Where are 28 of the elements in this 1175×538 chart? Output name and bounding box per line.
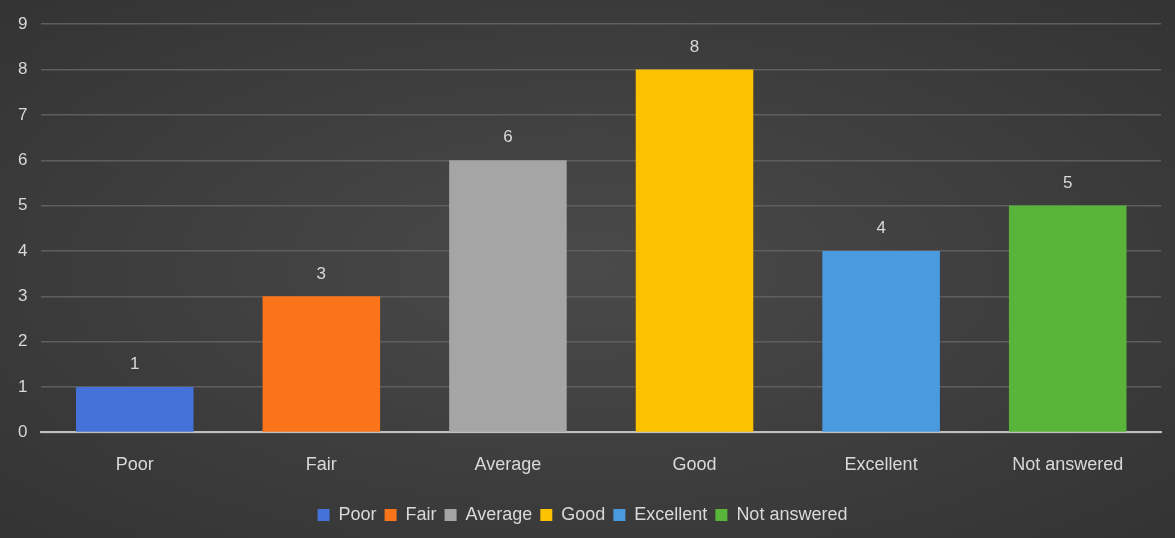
- data-label: 6: [503, 127, 513, 147]
- x-tick-label: Good: [672, 454, 717, 475]
- y-tick-label: 1: [17, 376, 28, 396]
- y-tick-label: 8: [17, 59, 28, 79]
- y-tick-label: 3: [17, 286, 28, 306]
- legend-label: Good: [561, 503, 606, 524]
- data-label: 5: [1062, 172, 1073, 192]
- x-tick-label: Fair: [305, 454, 337, 475]
- y-tick-label: 0: [17, 422, 28, 442]
- x-tick-label: Excellent: [844, 454, 918, 475]
- data-label: 8: [689, 36, 700, 56]
- y-tick-label: 5: [17, 195, 28, 215]
- y-tick-label: 6: [17, 149, 28, 169]
- x-tick-label: Average: [474, 454, 542, 475]
- legend-label: Fair: [405, 503, 437, 524]
- x-tick-label: Poor: [115, 454, 154, 475]
- y-tick-label: 4: [17, 240, 28, 260]
- y-tick-label: 9: [17, 13, 28, 33]
- legend-label: Excellent: [634, 503, 708, 524]
- y-tick-label: 7: [17, 104, 28, 124]
- y-tick-label: 2: [17, 331, 28, 351]
- x-tick-label: Not answered: [1012, 454, 1124, 475]
- legend-label: Average: [465, 503, 533, 524]
- legend-label: Poor: [338, 503, 377, 524]
- data-label: 3: [316, 263, 327, 283]
- data-label: 1: [130, 354, 140, 374]
- data-label: 4: [876, 218, 886, 238]
- legend-label: Not answered: [736, 503, 848, 524]
